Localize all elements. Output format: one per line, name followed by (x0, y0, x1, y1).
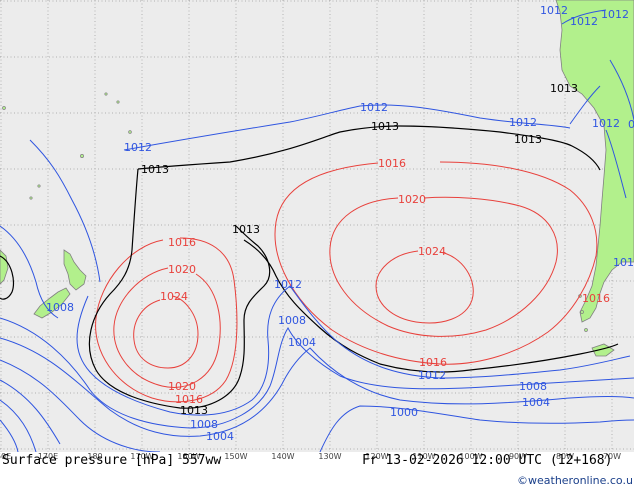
reference-isobar-1013 (0, 125, 619, 409)
label-1020: 1020 (168, 263, 196, 276)
label-1020: 1020 (398, 193, 426, 206)
lon-tick: 120W (365, 452, 388, 461)
label-1016: 1016 (168, 236, 196, 249)
new-zealand-south-island (33, 287, 71, 319)
label-1024: 1024 (418, 245, 446, 258)
lon-tick: 130W (318, 452, 341, 461)
isobar-right-edge (605, 59, 634, 199)
label-1004: 1004 (206, 430, 234, 443)
label-1000: 1000 (390, 406, 418, 419)
label-1012: 1012 (601, 8, 629, 21)
isobar-1024-east (375, 250, 474, 324)
longitude-ticks: 160E 170E 180 170W 160W 150W 140W 130W 1… (0, 452, 621, 461)
label-1012: 1012 (592, 117, 620, 130)
lon-tick: 170E (38, 452, 58, 461)
lon-tick: 150W (224, 452, 247, 461)
label-1012: 1012 (360, 101, 388, 114)
label-1004: 1004 (522, 396, 550, 409)
credit-link[interactable]: ©weatheronline.co.uk (517, 474, 634, 487)
label-1012: 1012 (124, 141, 152, 154)
new-zealand-north-island (63, 249, 87, 291)
label-1012: 1012 (418, 369, 446, 382)
label-0: 0 (628, 118, 634, 131)
label-1024: 1024 (160, 290, 188, 303)
label-1013: 1013 (514, 133, 542, 146)
isobar-1012-north (29, 139, 101, 283)
label-1013: 1013 (232, 223, 260, 236)
south-america-land (555, 0, 634, 323)
isobar-1012-ridge (123, 104, 571, 151)
isobar-1016-west (95, 237, 238, 403)
lon-tick: 90W (509, 452, 527, 461)
tasmania-edge (0, 249, 9, 285)
label-1016: 1016 (582, 292, 610, 305)
label-1012: 1012 (274, 278, 302, 291)
lon-tick: 180 (87, 452, 102, 461)
label-1016: 1016 (378, 157, 406, 170)
isobar-996 (0, 379, 61, 452)
lon-tick: 100W (459, 452, 482, 461)
valid-time: Fr 13-02-2026 12:00 UTC (12+168) (362, 453, 613, 468)
map-title: Surface pressure [hPa] 557ww (2, 453, 222, 468)
isobar-1004 (0, 337, 634, 437)
label-1008: 1008 (190, 418, 218, 431)
isobar-1016-east (274, 161, 598, 365)
lon-tick: 140W (271, 452, 294, 461)
isobar-1020-east (329, 196, 558, 337)
isobar-1008-tasman (0, 225, 59, 319)
islands (2, 92, 588, 332)
label-1013: 1013 (550, 82, 578, 95)
label-1004: 1004 (288, 336, 316, 349)
label-1013: 1013 (371, 120, 399, 133)
lon-tick: 70W (603, 452, 621, 461)
high-pressure-isobars (95, 161, 598, 403)
lon-tick: 160W (177, 452, 200, 461)
label-1016: 1016 (419, 356, 447, 369)
landmass (0, 0, 634, 357)
lon-tick: 160E (0, 452, 11, 461)
label-101: 101 (613, 256, 634, 269)
label-1020: 1020 (168, 380, 196, 393)
isobar-labels: 1016 1020 1024 1016 1020 1024 1020 1016 … (46, 4, 634, 443)
isobar-1000 (0, 359, 634, 452)
lon-tick: 110W (412, 452, 435, 461)
label-1013: 1013 (180, 404, 208, 417)
label-1008: 1008 (46, 301, 74, 314)
label-1013: 1013 (141, 163, 169, 176)
label-1008: 1008 (519, 380, 547, 393)
label-1016: 1016 (175, 393, 203, 406)
low-pressure-isobars (0, 9, 634, 452)
isobar-1020-west (113, 267, 221, 388)
isobar-1008 (0, 317, 634, 429)
isobar-1024-west (133, 295, 199, 369)
label-1012: 1012 (570, 15, 598, 28)
lon-tick: 80W (556, 452, 574, 461)
label-1012: 1012 (509, 116, 537, 129)
isobar-1012-south (76, 285, 631, 416)
lon-tick: 170W (130, 452, 153, 461)
isobar-1012-coast (561, 9, 607, 125)
label-1012: 1012 (540, 4, 568, 17)
gridlines (0, 0, 634, 452)
label-1008: 1008 (278, 314, 306, 327)
ocean-background (0, 0, 634, 452)
